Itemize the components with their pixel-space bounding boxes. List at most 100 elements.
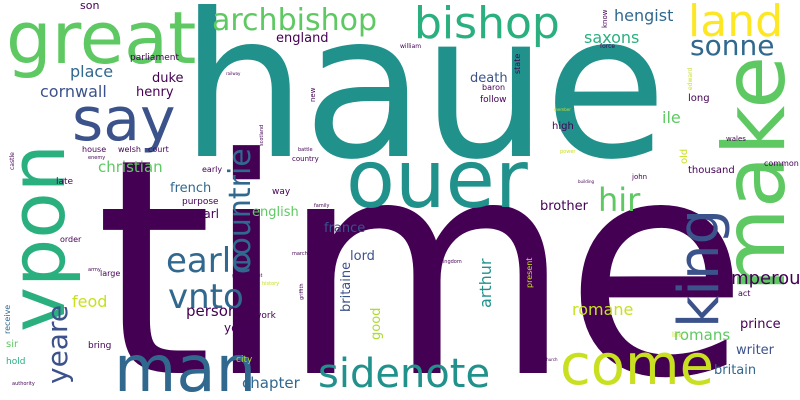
word-kingdom: kingdom	[440, 259, 462, 265]
word-hengist: hengist	[614, 6, 674, 25]
word-person: person	[186, 302, 238, 320]
word-come: come	[560, 333, 715, 398]
word-order: order	[60, 235, 82, 244]
word-vnto: vnto	[168, 277, 244, 317]
word-earl: earl	[196, 207, 220, 221]
word-new: new	[309, 87, 317, 102]
word-march: march	[292, 251, 308, 257]
word-saxons: saxons	[584, 28, 640, 47]
word-welsh: welsh	[118, 145, 141, 154]
word-army: army	[88, 267, 101, 273]
word-long: long	[688, 93, 710, 104]
word-good: good	[369, 307, 384, 340]
word-enemy: enemy	[88, 155, 106, 161]
word-scotland: scotland	[259, 124, 265, 146]
word-follow: follow	[480, 95, 507, 105]
word-late: late	[56, 177, 74, 187]
word-baron: baron	[482, 83, 506, 92]
word-great: great	[6, 0, 197, 80]
word-sir: sir	[6, 339, 19, 350]
word-death: death	[470, 71, 508, 86]
word-say: say	[72, 85, 176, 155]
word-work: work	[254, 311, 276, 321]
word-state: state	[513, 53, 522, 74]
word-purpose: purpose	[182, 197, 219, 207]
word-bring: bring	[88, 341, 112, 351]
word-life: life	[672, 331, 683, 339]
word-government: government	[232, 273, 263, 279]
word-griffith: griffith	[299, 283, 305, 300]
word-year: year	[224, 321, 251, 335]
word-country: country	[292, 155, 319, 163]
word-railway: railway	[226, 71, 241, 76]
word-present: present	[525, 257, 534, 288]
word-time: time	[95, 95, 749, 400]
word-writer: writer	[736, 343, 775, 358]
word-hir: hir	[598, 181, 641, 219]
word-yeare: yeare	[41, 304, 74, 384]
word-high: high	[552, 121, 574, 132]
word-way: way	[272, 187, 291, 197]
word-english: english	[252, 205, 299, 220]
word-know: know	[601, 9, 609, 29]
word-archbishop: archbishop	[212, 3, 377, 38]
word-romans: romans	[674, 326, 731, 344]
word-britaine: britaine	[339, 261, 354, 312]
word-chapter: chapter	[242, 374, 300, 392]
word-ile: ile	[662, 108, 681, 127]
word-act: act	[738, 289, 751, 298]
word-emperour: emperour	[720, 268, 800, 289]
word-man: man	[114, 333, 257, 400]
word-old: old	[679, 148, 690, 164]
word-arthur: arthur	[476, 258, 495, 308]
word-brother: brother	[540, 199, 588, 214]
word-ouer: ouer	[346, 133, 528, 226]
word-christian: christian	[98, 158, 163, 176]
word-sonne: sonne	[690, 29, 775, 62]
word-place: place	[70, 62, 114, 81]
word-member: member	[554, 107, 571, 112]
word-far: far	[510, 221, 523, 231]
word-battle: battle	[298, 147, 313, 153]
word-son: son	[80, 0, 100, 12]
word-earle: earle	[166, 241, 253, 281]
word-land: land	[688, 0, 784, 47]
word-lord: lord	[350, 249, 375, 264]
word-john: john	[632, 173, 648, 181]
word-wales: wales	[726, 135, 746, 143]
word-church: church	[544, 357, 558, 362]
word-parliament: parliament	[130, 53, 179, 63]
word-court: court	[148, 145, 169, 154]
word-thousand: thousand	[688, 165, 735, 176]
word-authority: authority	[12, 381, 35, 387]
word-castle: castle	[9, 152, 16, 170]
word-edward: edward	[687, 67, 694, 90]
word-receive: receive	[3, 304, 12, 334]
word-city: city	[236, 355, 253, 365]
word-england: england	[276, 31, 329, 46]
word-house: house	[82, 145, 107, 154]
word-hold: hold	[6, 357, 26, 367]
word-britain: britain	[714, 363, 757, 378]
word-power: power	[560, 149, 576, 155]
word-large: large	[100, 269, 121, 278]
word-haue: haue	[180, 0, 667, 204]
word-henry: henry	[136, 85, 174, 100]
word-force: force	[600, 43, 616, 50]
word-day: day	[654, 209, 669, 218]
word-william: william	[400, 43, 422, 50]
word-duke: duke	[152, 71, 184, 86]
word-history: history	[262, 281, 280, 287]
word-prince: prince	[740, 317, 781, 332]
word-france: france	[324, 221, 366, 236]
word-family: family	[314, 203, 330, 209]
word-sidenote: sidenote	[318, 351, 491, 397]
word-early: early	[202, 165, 223, 174]
word-building: building	[578, 179, 595, 184]
word-cornwall: cornwall	[40, 82, 107, 101]
word-romane: romane	[572, 300, 634, 319]
word-french: french	[170, 181, 212, 196]
word-common: common	[764, 159, 799, 168]
word-feod: feod	[72, 292, 108, 311]
